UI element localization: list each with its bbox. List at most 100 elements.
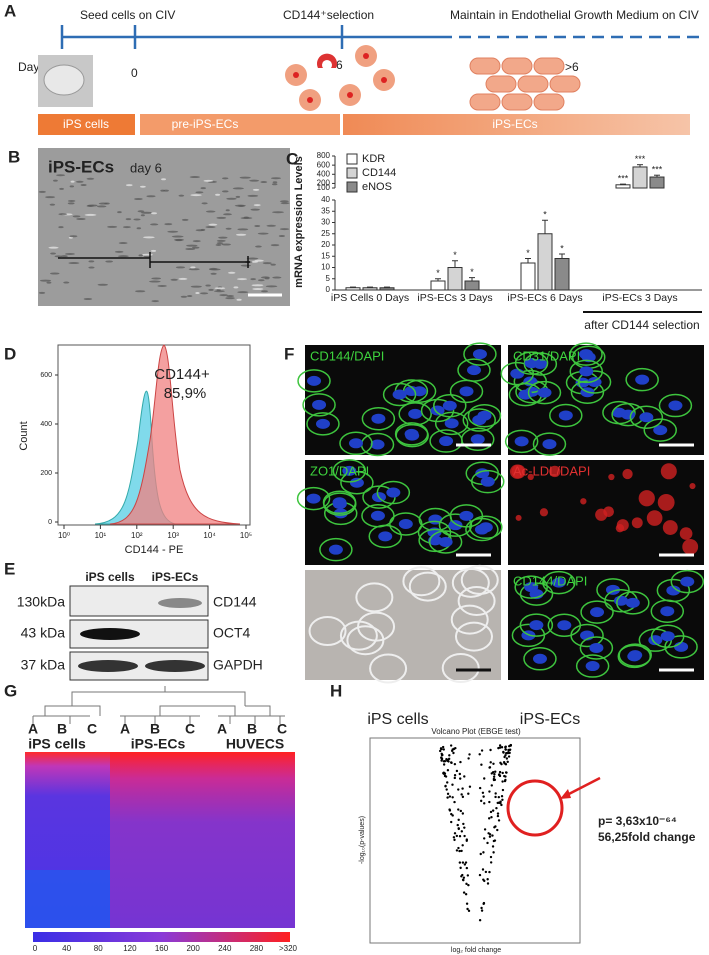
point [491,845,495,848]
panel-letter: E [4,559,15,578]
cell [75,180,84,183]
ldl-spot [646,510,663,526]
point [486,878,489,881]
nucleus [371,413,386,424]
cord [457,585,496,616]
ldl-spot [527,473,534,481]
bar [379,287,395,291]
cell [240,264,252,267]
colorbar-label: 120 [123,944,137,953]
cell [246,257,259,260]
cell [270,177,282,180]
cell [151,300,160,303]
y-tick-label: 0 [326,285,331,294]
point [499,800,502,803]
ldl-spot [662,520,678,535]
cell-border [463,342,497,366]
cell [252,287,264,290]
cell [67,199,76,202]
cell [134,290,146,293]
cell [214,287,226,290]
point [488,835,492,838]
point [488,870,491,874]
cell-texture [38,174,290,303]
bar [464,280,480,291]
nucleus [408,408,423,419]
point [498,744,502,747]
nucleus [660,606,675,617]
cell [272,181,278,184]
point [457,818,460,822]
cell [125,184,133,187]
cell [38,291,46,294]
point [444,775,448,778]
histogram-cd144 [109,344,241,525]
y-tick-label: 35 [321,206,330,215]
point [446,796,449,799]
cell-border [461,427,495,451]
point [483,802,486,805]
cell [117,255,129,258]
cell-border [323,492,357,516]
cell [45,196,56,199]
cell [157,284,167,287]
y-tick-label: 400 [317,169,331,178]
point [450,749,454,753]
cell-border [523,647,557,671]
point [458,834,462,838]
y-tick-label: 15 [321,251,330,260]
point [463,775,466,778]
nucleus [332,499,347,510]
cell-border [462,408,496,432]
point [463,863,467,866]
y-tick-label: 25 [321,229,330,238]
y-tick-label: 0 [48,519,52,526]
cell-border [438,513,473,537]
point [500,794,504,798]
cell [189,176,201,179]
nucleus [444,418,459,429]
colorbar-label: 40 [62,944,71,953]
cell [39,279,52,282]
point [481,791,485,795]
cell-border [570,623,604,648]
cord [402,566,441,597]
nucleus [349,477,364,488]
cell [216,216,227,219]
cell [63,281,70,284]
nucleus [398,518,413,529]
cell-border [470,469,505,494]
ldl-spot [539,508,549,517]
heatmap [110,752,295,928]
nucleus [378,531,393,542]
cell [76,218,86,221]
cell [138,254,143,257]
point [461,844,464,847]
group-label: iPS cells [367,711,428,728]
cell-border [382,382,417,407]
cell [188,268,200,271]
nucleus [653,425,668,436]
point [484,870,488,874]
point [468,785,472,788]
y-tick-label: 30 [321,218,330,227]
cell [219,294,228,297]
bar [632,166,648,189]
cell-border [617,644,652,669]
replicate-label: A [217,721,227,737]
nucleus [585,661,600,672]
protein-label: CD144 [213,594,257,610]
point [460,793,463,796]
cell [239,176,251,179]
cord [451,567,490,598]
cell-border [332,459,367,483]
cell [222,213,232,216]
cell [278,235,286,238]
plot-frame [369,737,581,944]
ldl-spot [689,483,696,490]
cell [272,276,282,279]
point [480,749,484,752]
stage-bar [140,114,340,135]
point [493,839,497,842]
stage-label: iPS-ECs [492,117,537,131]
